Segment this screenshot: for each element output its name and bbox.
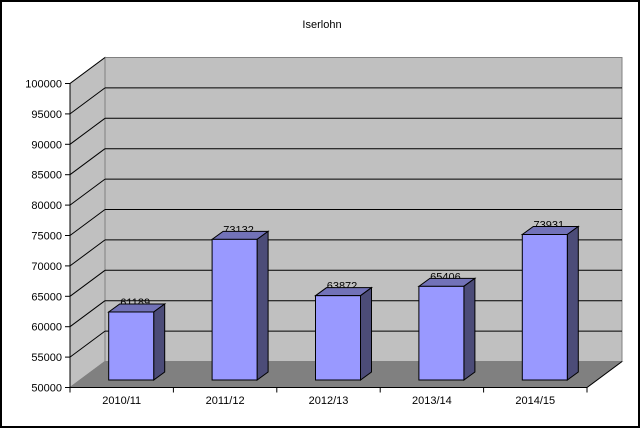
y-tick-label: 85000 — [31, 170, 62, 182]
x-category-label: 2011/12 — [206, 395, 245, 407]
x-axis-depth-line — [586, 361, 623, 388]
y-tick-label: 80000 — [31, 200, 62, 212]
y-tick-label: 100000 — [25, 79, 62, 91]
bar-2014/15 — [520, 225, 580, 381]
gridline-slant — [69, 269, 106, 297]
gridline-slant — [69, 87, 106, 115]
bar-front-face — [418, 285, 465, 381]
bar-front-face — [521, 233, 568, 381]
bar-side-face — [463, 277, 476, 381]
bars — [107, 225, 580, 381]
gridline-slant — [69, 117, 106, 145]
bar-front-face — [108, 311, 155, 381]
y-tick-label: 70000 — [31, 261, 62, 273]
x-category-label: 2010/11 — [102, 395, 141, 407]
chart-title: Iserlohn — [302, 19, 341, 31]
x-category-label: 2013/14 — [412, 395, 452, 407]
bar-2010/11 — [107, 302, 167, 381]
gridline-slant — [69, 239, 106, 267]
gridline-slant — [69, 300, 106, 328]
y-tick-label: 90000 — [31, 139, 62, 151]
gridline-slant — [69, 209, 106, 236]
y-tick-label: 75000 — [31, 231, 62, 243]
x-axis: 2010/11 2011/12 2012/13 2013/14 2014/15 — [69, 361, 623, 407]
bar-2013/14 — [417, 277, 477, 381]
y-tick-label: 65000 — [31, 291, 62, 303]
y-tick-label: 55000 — [31, 352, 62, 364]
y-tick-label: 60000 — [31, 322, 62, 334]
gridline-slant — [69, 330, 106, 358]
bar-side-face — [256, 230, 269, 381]
bar-2011/12 — [210, 230, 270, 381]
bar-front-face — [315, 295, 361, 381]
gridline-slant — [69, 178, 106, 206]
y-tick-label: 50000 — [31, 383, 62, 395]
bar-2012/13 — [313, 286, 374, 381]
y-axis: 50000 55000 60000 65000 70000 75000 80000 85000… — [25, 79, 71, 395]
x-category-label: 2012/13 — [309, 395, 349, 407]
bar-side-face — [360, 286, 372, 381]
bar-side-face — [566, 225, 579, 381]
gridline-slant — [69, 57, 106, 84]
y-tick-label: 95000 — [31, 109, 62, 121]
x-category-label: 2014/15 — [515, 395, 555, 407]
bar-front-face — [211, 238, 258, 381]
gridline-slant — [69, 148, 106, 176]
bar-side-face — [153, 302, 166, 381]
